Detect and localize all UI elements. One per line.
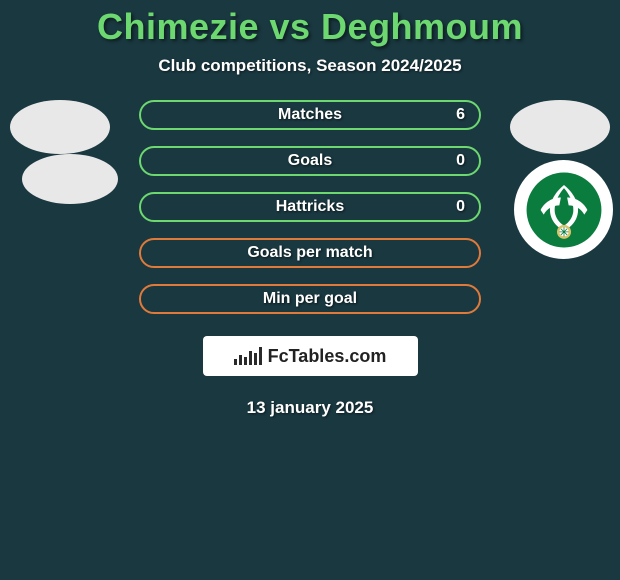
brand-box: FcTables.com	[203, 336, 418, 376]
stat-row: Matches 6	[139, 100, 481, 130]
brand-chart-icon	[234, 347, 262, 365]
eagle-crest-icon	[525, 171, 603, 249]
stat-value-right: 0	[456, 152, 465, 170]
stat-label: Hattricks	[276, 198, 344, 216]
stat-rows: Matches 6 Goals 0 Hattricks 0 Goals per match M…	[139, 100, 481, 314]
stat-row: Min per goal	[139, 284, 481, 314]
stats-area: Matches 6 Goals 0 Hattricks 0 Goals per match M…	[0, 100, 620, 314]
stat-label: Matches	[278, 106, 342, 124]
infographic-container: Chimezie vs Deghmoum Club competitions, …	[0, 0, 620, 580]
stat-label: Min per goal	[263, 290, 357, 308]
stat-row: Goals per match	[139, 238, 481, 268]
player1-team-placeholder	[22, 154, 118, 204]
brand-text: FcTables.com	[268, 346, 387, 367]
stat-row: Hattricks 0	[139, 192, 481, 222]
stat-value-right: 0	[456, 198, 465, 216]
player2-team-badge	[514, 160, 613, 259]
stat-value-right: 6	[456, 106, 465, 124]
subtitle: Club competitions, Season 2024/2025	[0, 56, 620, 76]
page-title: Chimezie vs Deghmoum	[0, 6, 620, 48]
player1-avatar-placeholder	[10, 100, 110, 154]
stat-label: Goals	[288, 152, 332, 170]
stat-label: Goals per match	[247, 244, 372, 262]
date-text: 13 january 2025	[0, 398, 620, 418]
stat-row: Goals 0	[139, 146, 481, 176]
player2-avatar-placeholder	[510, 100, 610, 154]
